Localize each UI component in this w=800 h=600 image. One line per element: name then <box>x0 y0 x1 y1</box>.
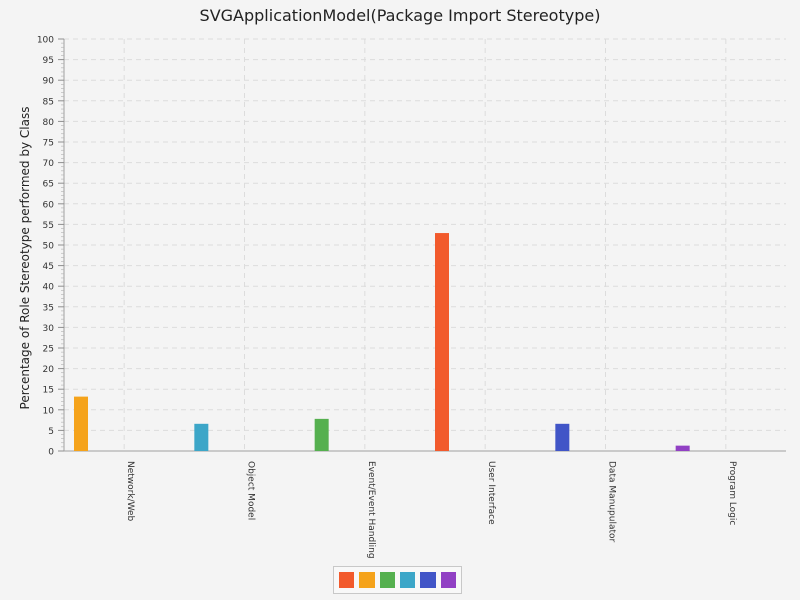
y-tick-label: 55 <box>43 221 54 231</box>
bar <box>435 233 449 451</box>
y-tick-label: 100 <box>37 36 54 46</box>
bar <box>675 445 690 451</box>
legend-swatch <box>359 572 375 588</box>
x-tick-label: Data Manupulator <box>607 461 617 543</box>
y-tick-label: 15 <box>43 386 54 396</box>
y-tick-label: 35 <box>43 303 54 313</box>
x-tick-label: Object Model <box>246 461 256 520</box>
y-tick-label: 45 <box>43 262 54 272</box>
x-tick-label: Event/Event Handling <box>366 461 376 559</box>
y-tick-label: 20 <box>43 365 55 375</box>
legend-swatch <box>379 572 395 588</box>
y-tick-label: 30 <box>43 324 55 334</box>
y-tick-label: 70 <box>43 159 55 169</box>
y-tick-label: 0 <box>48 448 54 458</box>
bar <box>314 418 329 451</box>
y-tick-label: 5 <box>48 427 54 437</box>
x-tick-label: Network/Web <box>125 461 135 522</box>
y-tick-label: 80 <box>43 118 55 128</box>
legend-swatch <box>399 572 416 588</box>
y-tick-label: 60 <box>43 200 55 210</box>
legend-swatch <box>440 572 456 588</box>
bar <box>194 423 209 451</box>
legend-swatch <box>339 572 355 588</box>
x-tick-label: User Interface <box>486 461 496 525</box>
bar <box>74 396 88 451</box>
y-tick-label: 40 <box>43 283 55 293</box>
y-tick-label: 85 <box>43 97 54 107</box>
legend-swatch <box>420 572 436 588</box>
y-tick-label: 90 <box>43 77 55 87</box>
y-tick-label: 10 <box>43 406 55 416</box>
y-tick-label: 75 <box>43 139 54 149</box>
x-tick-label: Program Logic <box>727 461 737 525</box>
legend <box>333 566 462 594</box>
y-tick-label: 25 <box>43 345 54 355</box>
bar <box>555 423 570 451</box>
y-tick-label: 65 <box>43 180 54 190</box>
y-tick-label: 50 <box>43 242 55 252</box>
chart-title: SVGApplicationModel(Package Import Stere… <box>199 6 601 25</box>
y-tick-label: 95 <box>43 56 54 66</box>
